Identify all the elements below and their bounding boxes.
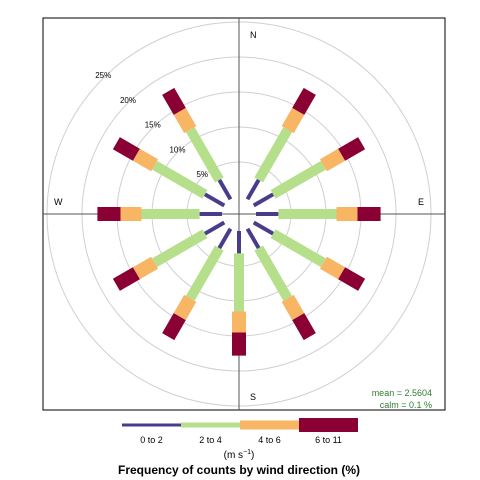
radial-tick-labels: 5% 10% 15% 20% 25% xyxy=(95,71,208,179)
bar-dir-60-bin-4 xyxy=(338,137,366,161)
direction-bars xyxy=(97,87,381,356)
bar-dir-330-bin-1 xyxy=(217,178,233,201)
chart-title: Frequency of counts by wind direction (%… xyxy=(118,463,360,477)
calm-stat: calm = 0.1 % xyxy=(380,400,432,410)
unit-label-close: ) xyxy=(251,450,254,461)
bar-dir-30-bin-1 xyxy=(245,178,261,201)
bar-dir-150-bin-4 xyxy=(292,313,316,341)
bar-dir-240-bin-4 xyxy=(112,267,140,291)
radial-tick-label-20: 20% xyxy=(120,96,136,105)
bar-dir-60-bin-3 xyxy=(319,148,346,172)
unit-label: (m s−1) xyxy=(224,449,255,461)
legend-label-4: 6 to 11 xyxy=(315,435,342,445)
legend-swatch-3 xyxy=(240,420,299,430)
mean-stat: mean = 2.5604 xyxy=(372,388,432,398)
unit-label-exponent: −1 xyxy=(243,449,251,456)
bar-dir-240-bin-2 xyxy=(152,229,208,268)
legend-swatch-2 xyxy=(181,422,240,428)
legend-label-3: 4 to 6 xyxy=(258,435,281,445)
bar-dir-30-bin-3 xyxy=(281,107,305,134)
bar-dir-120-bin-2 xyxy=(270,229,326,268)
compass-north-label: N xyxy=(250,30,257,40)
bar-dir-300-bin-1 xyxy=(203,192,226,208)
bar-dir-210-bin-1 xyxy=(217,227,233,250)
bar-dir-210-bin-2 xyxy=(185,245,224,301)
compass-west-label: W xyxy=(54,197,63,207)
bar-dir-60-bin-2 xyxy=(270,160,326,199)
bar-dir-300-bin-4 xyxy=(112,137,140,161)
radial-tick-label-15: 15% xyxy=(145,121,161,130)
bar-dir-150-bin-2 xyxy=(254,245,293,301)
legend: 0 to 2 2 to 4 4 to 6 6 to 11 xyxy=(122,418,358,445)
legend-label-1: 0 to 2 xyxy=(140,435,163,445)
bar-dir-330-bin-4 xyxy=(162,87,186,115)
bar-dir-210-bin-4 xyxy=(162,313,186,341)
bar-dir-120-bin-4 xyxy=(338,267,366,291)
bar-dir-30-bin-2 xyxy=(254,127,293,183)
legend-swatch-4 xyxy=(299,418,358,432)
bar-dir-120-bin-3 xyxy=(319,256,346,280)
bar-dir-330-bin-2 xyxy=(185,127,224,183)
compass-south-label: S xyxy=(250,392,256,402)
legend-label-2: 2 to 4 xyxy=(199,435,222,445)
radial-tick-label-25: 25% xyxy=(95,71,111,80)
legend-swatch-1 xyxy=(122,423,181,427)
bar-dir-30-bin-4 xyxy=(292,87,316,115)
unit-label-base: (m s xyxy=(224,450,243,461)
radial-tick-label-5: 5% xyxy=(196,170,208,179)
radial-tick-label-10: 10% xyxy=(169,145,185,154)
compass-east-label: E xyxy=(418,197,424,207)
bar-dir-240-bin-3 xyxy=(132,256,159,280)
bar-dir-210-bin-3 xyxy=(173,294,197,321)
bar-dir-330-bin-3 xyxy=(173,107,197,134)
bar-dir-300-bin-2 xyxy=(152,160,208,199)
bar-dir-150-bin-3 xyxy=(281,294,305,321)
bar-dir-60-bin-1 xyxy=(252,192,275,208)
bar-dir-240-bin-1 xyxy=(203,220,226,236)
bar-dir-150-bin-1 xyxy=(245,227,261,250)
bar-dir-120-bin-1 xyxy=(252,220,275,236)
bar-dir-300-bin-3 xyxy=(132,148,159,172)
